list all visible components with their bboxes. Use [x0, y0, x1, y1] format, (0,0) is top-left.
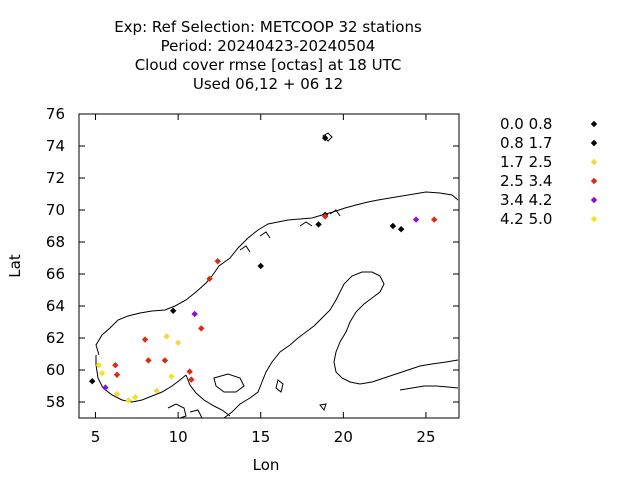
x-tick-label: 20	[334, 428, 353, 446]
station-marker	[113, 371, 121, 378]
station-marker	[153, 387, 160, 394]
x-axis-label: Lon	[253, 456, 280, 474]
station-marker	[257, 262, 264, 270]
station-marker	[125, 397, 132, 404]
station-marker	[163, 333, 170, 340]
station-marker	[95, 362, 103, 369]
title-line-4: Used 06,12 + 06 12	[193, 75, 343, 93]
y-tick-label: 66	[46, 265, 65, 283]
station-marker	[161, 357, 169, 364]
station-marker	[389, 222, 397, 230]
y-tick-label: 60	[46, 361, 65, 379]
chart-title: Exp: Ref Selection: METCOOP 32 stations …	[114, 18, 422, 93]
station-marker	[188, 376, 195, 383]
legend-label: 1.7 2.5	[500, 153, 552, 171]
y-tick-label: 74	[46, 137, 65, 155]
legend-marker	[590, 215, 598, 223]
legend-marker	[590, 196, 598, 204]
y-tick-label: 58	[46, 393, 65, 411]
y-tick-label: 68	[46, 233, 65, 251]
station-marker	[112, 362, 119, 369]
station-marker	[321, 134, 329, 142]
station-marker	[102, 384, 109, 391]
station-marker	[98, 370, 106, 377]
x-tick-label: 5	[91, 428, 101, 446]
legend-label: 4.2 5.0	[500, 210, 552, 228]
legend-marker	[590, 158, 598, 166]
y-axis-label: Lat	[6, 254, 24, 278]
y-tick-label: 62	[46, 329, 65, 347]
station-marker	[191, 310, 198, 318]
station-marker	[431, 216, 438, 223]
x-tick-label: 25	[416, 428, 435, 446]
station-marker	[89, 378, 96, 385]
coastline-map	[95, 132, 459, 419]
y-tick-label: 70	[46, 201, 65, 219]
axis-ticks: 5 10 15 20 25 58 60 62 64 66 68 70 72 74 76	[46, 105, 459, 446]
station-marker	[186, 368, 193, 375]
station-marker	[145, 357, 152, 364]
station-marker	[113, 390, 121, 398]
x-tick-label: 15	[251, 428, 270, 446]
legend-marker	[590, 120, 598, 128]
station-markers	[89, 134, 438, 404]
legend: 0.0 0.80.8 1.71.7 2.52.5 3.43.4 4.24.2 5…	[500, 115, 598, 228]
station-marker	[412, 216, 420, 223]
station-marker	[169, 307, 177, 314]
legend-label: 0.8 1.7	[500, 134, 552, 152]
station-marker	[174, 339, 182, 346]
station-marker	[141, 336, 149, 343]
legend-marker	[590, 177, 598, 185]
title-line-3: Cloud cover rmse [octas] at 18 UTC	[135, 56, 402, 74]
y-tick-label: 76	[46, 105, 65, 123]
station-marker	[131, 394, 139, 401]
legend-label: 0.0 0.8	[500, 115, 552, 133]
title-line-2: Period: 20240423-20240504	[161, 37, 376, 55]
station-marker	[198, 325, 205, 332]
title-line-1: Exp: Ref Selection: METCOOP 32 stations	[114, 18, 422, 36]
x-tick-label: 10	[169, 428, 188, 446]
station-marker	[397, 226, 405, 233]
y-tick-label: 72	[46, 169, 65, 187]
plot-frame	[78, 113, 460, 419]
station-marker	[315, 221, 322, 228]
station-marker	[206, 275, 213, 282]
y-tick-label: 64	[46, 297, 65, 315]
legend-marker	[590, 139, 598, 147]
legend-label: 2.5 3.4	[500, 172, 552, 190]
station-marker	[168, 373, 175, 380]
station-marker	[214, 258, 221, 265]
legend-label: 3.4 4.2	[500, 191, 552, 209]
station-marker	[321, 213, 329, 220]
